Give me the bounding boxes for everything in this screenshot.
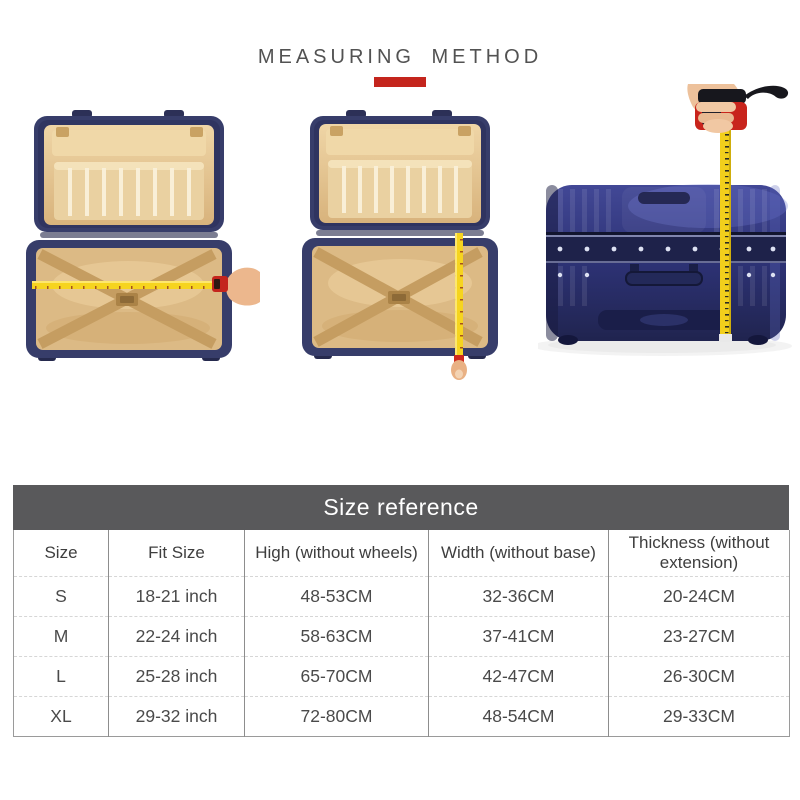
trolley-housing — [598, 310, 730, 330]
cell-high: 58-63CM — [244, 615, 429, 656]
photo-measure-thickness — [538, 84, 792, 380]
cell-thickness: 20-24CM — [608, 575, 790, 616]
title-accent-bar — [374, 77, 426, 87]
cell-size: L — [13, 655, 109, 696]
cell-size: S — [13, 575, 109, 616]
cell-width: 32-36CM — [428, 575, 609, 616]
page-title: MEASURING METHOD — [257, 46, 543, 68]
cell-high: 65-70CM — [244, 655, 429, 696]
size-table-title: Size reference — [13, 485, 789, 530]
cell-thickness: 26-30CM — [608, 655, 790, 696]
carry-handle — [625, 264, 703, 286]
photo-measure-height — [276, 102, 526, 386]
photo-measure-width — [6, 102, 266, 382]
cell-fit-size: 22-24 inch — [108, 615, 245, 656]
closed-suitcase-thickness-illustration — [538, 84, 792, 356]
cell-size: M — [13, 615, 109, 656]
open-suitcase-height-illustration — [302, 110, 498, 380]
col-header-high: High (without wheels) — [244, 530, 429, 576]
table-row-s: S 18-21 inch 48-53CM 32-36CM 20-24CM — [13, 575, 790, 616]
size-reference-table: Size Fit Size High (without wheels) Widt… — [13, 530, 790, 737]
col-header-thickness: Thickness (without extension) — [608, 530, 790, 576]
table-row-l: L 25-28 inch 65-70CM 42-47CM 26-30CM — [13, 655, 790, 696]
col-header-size: Size — [44, 542, 78, 562]
tape-measure-vertical — [454, 233, 464, 363]
col-header-width: Width (without base) — [428, 530, 609, 576]
suitcase-lid — [310, 110, 490, 236]
cell-width: 37-41CM — [428, 615, 609, 656]
suitcase-lid — [34, 110, 224, 238]
cell-thickness: 23-27CM — [608, 615, 790, 656]
cell-fit-size: 18-21 inch — [108, 575, 245, 616]
cell-fit-size: 29-32 inch — [108, 695, 245, 736]
size-reference-section: Size reference Size Fit Size High (witho… — [13, 485, 790, 737]
suitcase-base — [26, 240, 232, 361]
tape-measure-vertical — [719, 130, 732, 342]
cell-width: 42-47CM — [428, 655, 609, 696]
hand-holding-tape-case — [687, 84, 789, 133]
suitcase-base — [302, 238, 498, 359]
col-header-fit-size: Fit Size — [108, 530, 245, 576]
hand-holding-tape-end — [451, 360, 467, 380]
cell-size: XL — [13, 695, 109, 736]
tape-measure-horizontal — [32, 281, 214, 289]
open-suitcase-width-illustration — [26, 110, 260, 361]
table-row-m: M 22-24 inch 58-63CM 37-41CM 23-27CM — [13, 615, 790, 656]
cell-high: 72-80CM — [244, 695, 429, 736]
cell-fit-size: 25-28 inch — [108, 655, 245, 696]
table-header-row: Size Fit Size High (without wheels) Widt… — [14, 530, 790, 576]
cell-high: 48-53CM — [244, 575, 429, 616]
closed-suitcase-body — [546, 184, 788, 345]
table-row-xl: XL 29-32 inch 72-80CM 48-54CM 29-33CM — [13, 695, 790, 736]
cell-width: 48-54CM — [428, 695, 609, 736]
hand-pulling-tape — [212, 267, 260, 306]
cell-thickness: 29-33CM — [608, 695, 790, 736]
